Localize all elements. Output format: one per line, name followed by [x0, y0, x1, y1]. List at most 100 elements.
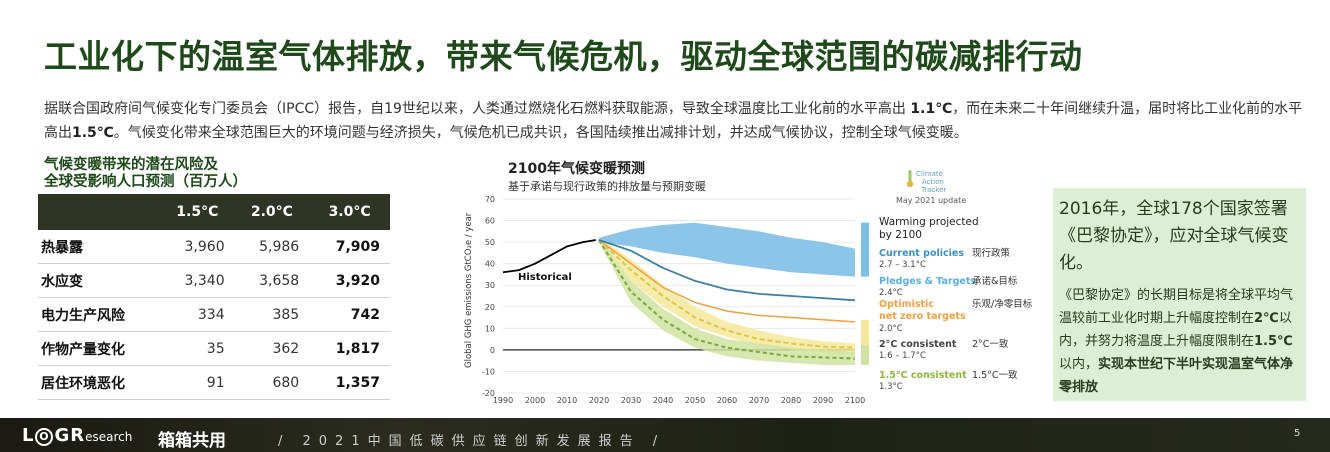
scenario-cn-label: 乐观/净零目标	[972, 298, 1033, 310]
logr-logo: L O GResearch	[22, 425, 132, 446]
climate-action-tracker-logo: Climate Action Tracker	[906, 170, 946, 194]
scenario-cn-label: 2°C一致	[972, 338, 1009, 350]
cell-2-0c: 5,986	[234, 230, 310, 264]
two-degree-bar	[861, 319, 869, 355]
col-header-blank	[38, 194, 160, 230]
one-five-degree-band	[599, 237, 855, 365]
paris-bold-1: 2℃	[1254, 311, 1279, 326]
chart-title: 2100年气候变暖预测	[508, 160, 645, 177]
x-tick-label: 2080	[781, 396, 801, 405]
cat-logo-line2: Action	[922, 178, 944, 186]
scenario-name: Pledges & Targets	[879, 276, 976, 287]
page-title: 工业化下的温室气体排放，带来气候危机，驱动全球范围的碳减排行动	[44, 37, 1083, 76]
scenario-name: 1.5°C consistent	[879, 370, 967, 381]
row-label: 电力生产风险	[38, 297, 160, 332]
x-tick-label: 2070	[749, 396, 769, 405]
x-tick-label: 2100	[845, 396, 865, 405]
paris-text-2: 以内，并努力将温度上升幅度限制在	[1059, 311, 1292, 349]
cell-3-0c: 1,817	[309, 331, 390, 366]
logo-research: esearch	[85, 430, 133, 444]
scenario-name: Optimistic	[879, 299, 934, 310]
scenario-name: Current policies	[879, 248, 964, 259]
historical-label: Historical	[518, 272, 572, 283]
cell-1-5c: 3,960	[160, 230, 235, 264]
risk-table-header-row: 1.5°C 2.0°C 3.0°C	[38, 194, 390, 230]
chart-bands	[599, 222, 855, 365]
col-header-2-0c: 2.0°C	[234, 194, 310, 230]
x-tick-label: 2050	[685, 396, 705, 405]
intro-text-3: 。气候变化带来全球范围巨大的环境问题与经济损失，气候危机已成共识，各国陆续推出减…	[113, 125, 968, 141]
scenario-name: 2°C consistent	[879, 339, 957, 350]
scenario-range: 2.4°C	[879, 288, 903, 298]
chart-subtitle: 基于承诺与现行政策的排放量与预期变暖	[508, 179, 706, 193]
table-row: 电力生产风险 334 385 742	[38, 297, 390, 332]
risk-heading-line1: 气候变暖带来的潜在风险及	[44, 157, 218, 173]
scenario-cn-label: 1.5°C一致	[972, 369, 1018, 381]
risk-table-heading: 气候变暖带来的潜在风险及 全球受影响人口预测（百万人）	[44, 157, 247, 191]
y-axis-label: Global GHG emissions GtCO₂e / year	[464, 212, 474, 368]
y-tick-labels: -20 -10 0 10 20 30 40 50 60 70	[482, 195, 495, 398]
paris-agreement-box: 2016年，全球178个国家签署《巴黎协定》，应对全球气候变化。 《巴黎协定》的…	[1053, 188, 1306, 401]
y-tick-label: 20	[485, 303, 495, 312]
warming-title-line2: by 2100	[879, 229, 922, 241]
y-tick-label: -20	[482, 389, 495, 398]
two-degree-band	[599, 237, 855, 355]
pledges-line	[598, 239, 856, 302]
cell-3-0c: 7,909	[309, 230, 390, 264]
scenario-range: 1.6 – 1.7°C	[879, 351, 926, 361]
cell-3-0c: 742	[309, 297, 390, 332]
y-tick-label: 50	[485, 238, 495, 247]
row-label: 作物产量变化	[38, 331, 160, 366]
table-row: 热暴露 3,960 5,986 7,909	[38, 230, 390, 264]
warming-title-line1: Warming projected	[879, 216, 979, 228]
cat-logo-line3: Tracker	[920, 186, 946, 194]
current-policies-band	[599, 222, 855, 277]
chart-lines	[502, 239, 856, 360]
y-tick-label: 60	[485, 217, 495, 226]
two-degree-line	[598, 239, 856, 349]
logo-letter-o: O	[35, 428, 54, 446]
historical-line	[502, 239, 596, 274]
logo-letters-gr: GR	[54, 425, 86, 446]
cat-logo-line1: Climate	[916, 170, 943, 178]
y-tick-label: 70	[485, 195, 495, 204]
page-number: 5	[1294, 428, 1301, 439]
paris-bold-2: 1.5℃	[1254, 334, 1293, 349]
y-tick-label: 30	[485, 281, 495, 290]
row-label: 居住环境恶化	[38, 365, 160, 400]
table-row: 水应变 3,340 3,658 3,920	[38, 263, 390, 298]
row-label: 水应变	[38, 263, 160, 298]
x-tick-label: 2090	[813, 396, 833, 405]
intro-paragraph: 据联合国政府间气候变化专门委员会（IPCC）报告，自19世纪以来，人类通过燃烧化…	[44, 97, 1306, 145]
x-tick-label: 1990	[493, 396, 513, 405]
table-row: 作物产量变化 35 362 1,817	[38, 331, 390, 366]
x-tick-label: 2000	[525, 396, 545, 405]
company-logo-cn: 箱箱共用	[158, 431, 226, 451]
scenario-range: 2.0°C	[879, 324, 903, 334]
risk-heading-line2: 全球受影响人口预测（百万人）	[44, 174, 247, 190]
intro-text-2: ，而在未来二十年间继续升温，届时将比工业化前的水平高出	[44, 101, 1303, 141]
y-tick-label: -10	[482, 367, 495, 376]
cell-3-0c: 3,920	[309, 263, 390, 298]
paris-agreement-headline: 2016年，全球178个国家签署《巴黎协定》，应对全球气候变化。	[1059, 199, 1289, 273]
cell-1-5c: 334	[160, 297, 235, 332]
risk-table: 1.5°C 2.0°C 3.0°C 热暴露 3,960 5,986 7,909 …	[38, 194, 390, 400]
scenario-range: 1.3°C	[879, 382, 903, 392]
y-tick-label: 0	[490, 346, 495, 355]
x-tick-label: 2040	[653, 396, 673, 405]
paris-agreement-detail: 《巴黎协定》的长期目标是将全球平均气温较前工业化时期上升幅度控制在2℃以内，并努…	[1059, 284, 1303, 399]
emissions-chart: 2100年气候变暖预测 基于承诺与现行政策的排放量与预期变暖 Climate A…	[458, 156, 1048, 410]
x-tick-label: 2020	[589, 396, 609, 405]
scenario-cn-label: 现行政策	[972, 247, 1011, 259]
thermometer-icon	[906, 180, 914, 188]
intro-text-1: 据联合国政府间气候变化专门委员会（IPCC）报告，自19世纪以来，人类通过燃烧化…	[44, 101, 911, 117]
one-five-degree-bar	[861, 345, 869, 365]
intro-bold-1: 1.1℃	[910, 101, 953, 117]
x-tick-label: 2060	[717, 396, 737, 405]
logo-letter-l: L	[22, 425, 35, 446]
current-policies-bar	[861, 222, 869, 277]
paris-bold-3: 实现本世纪下半叶实现温室气体净零排放	[1059, 357, 1294, 395]
cell-1-5c: 91	[160, 365, 235, 400]
col-header-1-5c: 1.5°C	[160, 194, 235, 230]
